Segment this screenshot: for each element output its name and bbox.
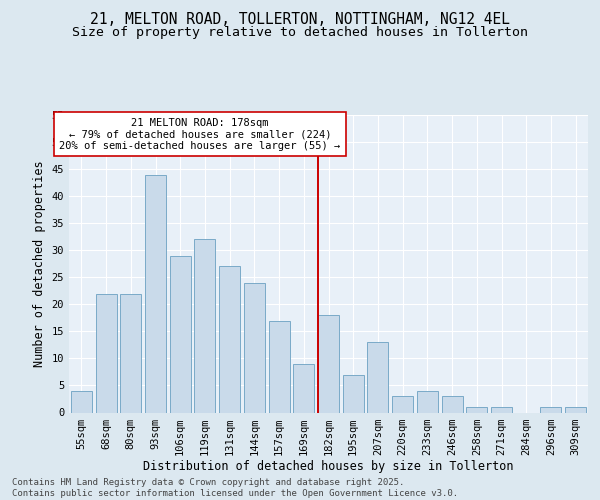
Bar [466,407,487,412]
Bar [318,315,339,412]
Bar [491,407,512,412]
Bar [170,256,191,412]
Bar [343,374,364,412]
Bar [95,294,116,412]
Text: 21 MELTON ROAD: 178sqm
← 79% of detached houses are smaller (224)
20% of semi-de: 21 MELTON ROAD: 178sqm ← 79% of detached… [59,118,341,151]
Bar [565,407,586,412]
Bar [244,282,265,412]
Bar [269,320,290,412]
Text: Size of property relative to detached houses in Tollerton: Size of property relative to detached ho… [72,26,528,39]
Bar [367,342,388,412]
Bar [541,407,562,412]
Text: Contains HM Land Registry data © Crown copyright and database right 2025.
Contai: Contains HM Land Registry data © Crown c… [12,478,458,498]
Bar [442,396,463,412]
Bar [392,396,413,412]
Y-axis label: Number of detached properties: Number of detached properties [33,160,46,367]
Bar [120,294,141,412]
Bar [293,364,314,412]
Bar [145,174,166,412]
Bar [194,240,215,412]
Bar [71,391,92,412]
X-axis label: Distribution of detached houses by size in Tollerton: Distribution of detached houses by size … [143,460,514,473]
Bar [417,391,438,412]
Text: 21, MELTON ROAD, TOLLERTON, NOTTINGHAM, NG12 4EL: 21, MELTON ROAD, TOLLERTON, NOTTINGHAM, … [90,12,510,28]
Bar [219,266,240,412]
